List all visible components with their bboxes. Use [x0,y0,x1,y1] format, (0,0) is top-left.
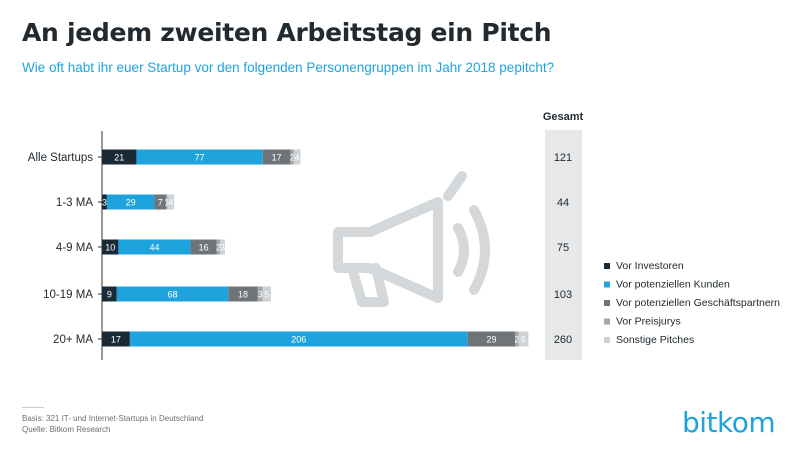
total-value: 44 [557,197,569,209]
bar-value-label: 9 [107,290,112,300]
legend: Vor Investoren Vor potenziellen Kunden Vor… [604,260,780,346]
bar-segment [165,194,168,210]
bar-segment [154,194,166,210]
bar-value-label: 1 [164,198,169,208]
category-label: 20+ MA [53,334,93,346]
legend-label: Vor potenziellen Kunden [616,279,730,291]
bar-segment [293,149,301,165]
bar-segment [515,331,519,347]
legend-label: Vor Investoren [616,260,684,272]
legend-swatch [604,281,610,288]
bar-segment [102,331,130,347]
bar-value-label: 29 [486,335,496,345]
bar-segment [518,331,529,347]
bar-value-label: 17 [272,153,282,163]
legend-swatch [604,337,610,343]
bar-value-label: 5 [264,290,269,300]
legend-swatch [604,300,610,306]
bar-segment [106,194,155,210]
footnote-source: Quelle: Bitkom Research [22,425,111,434]
bar-segment [262,286,271,302]
category-label: 4-9 MA [56,242,93,254]
totals-group: 121 44 75 103 260 Gesamt [543,111,584,346]
legend-label: Sonstige Pitches [616,334,694,346]
bar-value-label: 2 [290,153,295,163]
bar-value-label: 21 [114,153,124,163]
bar-segment [228,286,258,302]
bitkom-logo: bitkom [682,406,776,439]
legend-swatch [604,263,610,269]
bar-value-label: 18 [238,290,248,300]
bar-value-label: 7 [158,198,163,208]
total-value: 103 [554,289,572,301]
logo-part-kom: kom [717,406,776,439]
bar-value-label: 4 [295,153,300,163]
bar-segment [102,149,137,165]
chart-subtitle: Wie oft habt ihr euer Startup vor den fo… [22,60,555,75]
bar-segment [116,286,229,302]
bar-segment [190,239,217,255]
category-label: 1-3 MA [56,197,93,209]
total-value: 260 [554,334,572,346]
totals-column-bg [545,130,582,360]
bar-value-label: 77 [195,153,205,163]
total-value: 121 [554,152,572,164]
bar-segment [129,331,468,347]
bar-value-label: 6 [521,335,526,345]
bar-segment [136,149,263,165]
bar-value-label: 3 [258,290,263,300]
category-label: 10-19 MA [43,289,93,301]
footnote-basis: Basis: 321 IT- und Internet-Startups in … [22,414,204,423]
bar-segment [257,286,263,302]
bar-value-label: 3 [102,198,107,208]
bar-value-label: 2 [514,335,519,345]
megaphone-icon [333,171,490,307]
y-axis-line [98,131,103,360]
footer-rule [22,407,44,408]
bar-value-label: 206 [291,335,306,345]
totals-header: Gesamt [543,111,584,123]
bar-segment [216,239,221,255]
bar-segment [262,149,291,165]
legend-label: Vor Preisjurys [616,316,681,328]
bar-segment [220,239,225,255]
bar-value-label: 16 [199,243,209,253]
bars-group: Alle Startups 21 77 17 2 41-3 MA 3 29 7 1 44-9 MA 1… [28,149,529,347]
bar-value-label: 44 [149,243,159,253]
totals-column-background [545,130,582,360]
category-label: Alle Startups [28,152,93,164]
bar-value-label: 17 [111,335,121,345]
bar-value-label: 10 [105,243,115,253]
bar-segment [167,194,175,210]
chart-title: An jedem zweiten Arbeitstag ein Pitch [22,18,552,47]
bar-segment [102,239,119,255]
bar-segment [102,194,107,210]
bar-value-label: 2 [216,243,221,253]
bar-value-label: 4 [168,198,173,208]
bar-value-label: 68 [168,290,178,300]
bar-segment [467,331,516,347]
bar-segment [118,239,191,255]
legend-label: Vor potenziellen Geschäftspartnern [616,297,780,309]
total-value: 75 [557,242,569,254]
bar-segment [102,286,117,302]
bar-value-label: 29 [126,198,136,208]
legend-swatch [604,318,610,325]
bar-value-label: 3 [220,243,225,253]
bar-segment [290,149,294,165]
logo-part-bit: bit [682,406,718,439]
